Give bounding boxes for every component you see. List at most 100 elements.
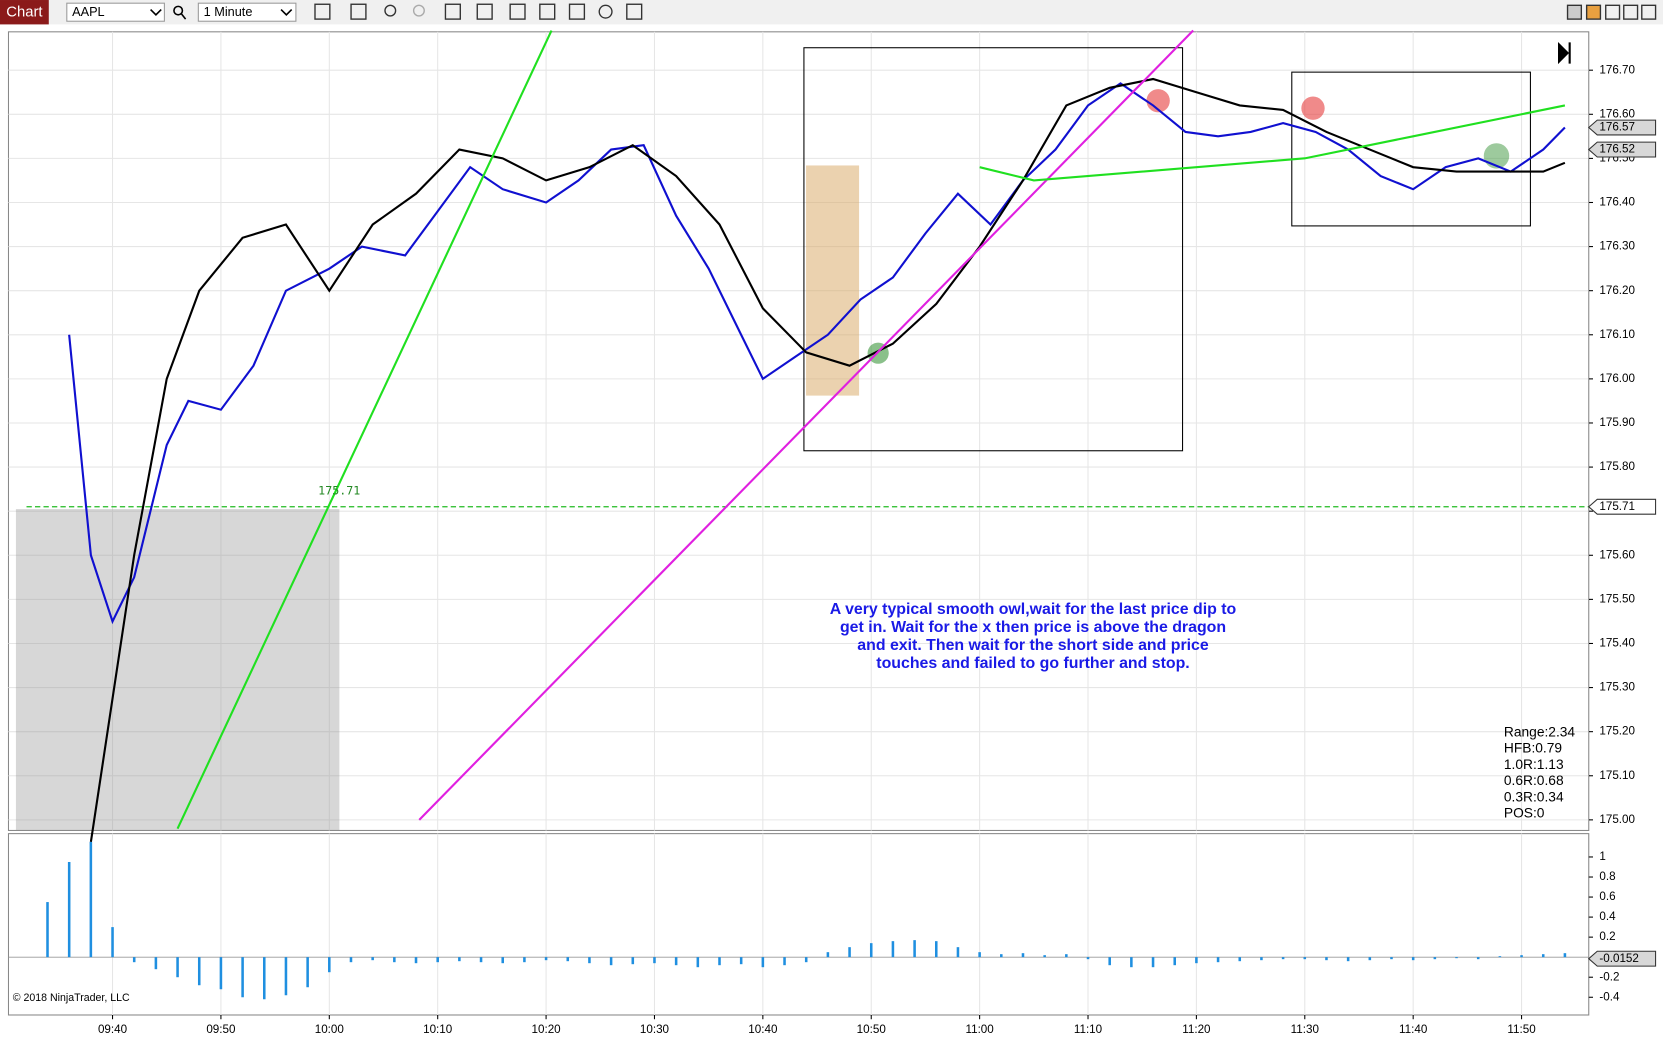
histogram-bar bbox=[674, 957, 678, 966]
x-tick-label: 10:00 bbox=[315, 1023, 345, 1036]
search-icon-handle bbox=[180, 13, 187, 20]
reload-icon[interactable] bbox=[598, 4, 613, 19]
x-tick-label: 11:50 bbox=[1507, 1023, 1536, 1036]
histogram-bar bbox=[761, 957, 765, 968]
y-tick-label: -0.4 bbox=[1599, 990, 1620, 1003]
y-tick-label: 175.90 bbox=[1599, 416, 1635, 429]
y-tick-label: 1 bbox=[1599, 850, 1605, 863]
x-tick-label: 11:40 bbox=[1399, 1023, 1428, 1036]
axis-marker-label: 176.57 bbox=[1599, 121, 1635, 134]
interval-box[interactable] bbox=[197, 2, 297, 22]
x-tick-label: 09:40 bbox=[98, 1023, 128, 1036]
histogram-bar bbox=[1281, 957, 1285, 960]
properties-icon[interactable] bbox=[476, 3, 493, 20]
y-tick-label: 0.6 bbox=[1599, 890, 1615, 903]
histogram-bar bbox=[1000, 954, 1003, 958]
zoom-in-icon[interactable] bbox=[384, 4, 397, 17]
histogram-bar bbox=[436, 957, 439, 963]
histogram-bar bbox=[1108, 957, 1111, 966]
histogram-bar bbox=[479, 957, 483, 963]
histogram-bar bbox=[1173, 957, 1176, 966]
y-tick-label: 175.60 bbox=[1599, 548, 1635, 561]
menu-icon[interactable] bbox=[626, 3, 643, 20]
y-tick-label: 0.2 bbox=[1599, 930, 1615, 943]
histogram-bar bbox=[67, 861, 71, 958]
histogram-bar bbox=[458, 957, 461, 962]
histogram-bar bbox=[1520, 955, 1523, 958]
histogram-bar bbox=[653, 957, 656, 964]
strategies-icon[interactable] bbox=[539, 3, 556, 20]
histogram-bar bbox=[913, 940, 916, 958]
histogram-bar bbox=[544, 957, 548, 961]
histogram-bar bbox=[1260, 957, 1263, 961]
shaded-region bbox=[806, 165, 860, 396]
instrument-box[interactable] bbox=[66, 2, 165, 22]
price-line bbox=[176, 30, 1566, 830]
indicators-icon[interactable] bbox=[509, 3, 526, 20]
histogram-bar bbox=[1021, 953, 1025, 958]
histogram-bar bbox=[804, 957, 808, 963]
histogram-bar bbox=[739, 957, 743, 965]
axis-marker-label: -0.0152 bbox=[1599, 952, 1639, 965]
signal-dot bbox=[1146, 89, 1170, 113]
histogram-bar bbox=[154, 957, 158, 970]
annotation: A very typical smooth owl,wait for the l… bbox=[830, 601, 1237, 618]
search-icon[interactable] bbox=[173, 5, 184, 16]
signal-dot bbox=[1301, 96, 1325, 120]
histogram-bar bbox=[891, 941, 895, 958]
y-tick-label: 175.80 bbox=[1599, 460, 1635, 473]
maximize-button[interactable] bbox=[1623, 4, 1639, 20]
histogram-bar bbox=[1216, 957, 1220, 963]
x-tick-label: 11:10 bbox=[1074, 1023, 1103, 1036]
histogram-bar bbox=[1238, 957, 1242, 962]
close-button[interactable] bbox=[1641, 4, 1657, 20]
histogram-bar bbox=[89, 841, 93, 958]
reference-label: 175.71 bbox=[318, 483, 360, 497]
histogram-bar bbox=[588, 957, 591, 964]
histogram-bar bbox=[1455, 957, 1458, 959]
chart-tab[interactable] bbox=[0, 0, 49, 25]
scroll-end-button[interactable] bbox=[1558, 41, 1571, 65]
chart-tab-label: Chart bbox=[6, 5, 43, 21]
annotation: and exit. Then wait for the short side a… bbox=[857, 637, 1209, 654]
axis-marker bbox=[1587, 498, 1657, 515]
interval: 1 Minute bbox=[204, 4, 253, 19]
price-panel bbox=[7, 31, 1590, 831]
y-tick-label: 0.8 bbox=[1599, 870, 1615, 883]
axis-marker-label: 175.71 bbox=[1599, 500, 1635, 513]
histogram-bar bbox=[523, 957, 526, 963]
bars-icon[interactable] bbox=[314, 3, 331, 20]
histogram-bar bbox=[1476, 957, 1480, 960]
window-button[interactable] bbox=[1585, 4, 1602, 20]
histogram-bar bbox=[306, 957, 309, 988]
crosshair-icon[interactable] bbox=[444, 3, 461, 20]
price-line bbox=[68, 82, 1566, 625]
axis-marker-label: 176.52 bbox=[1599, 143, 1635, 156]
zoom-out-icon[interactable] bbox=[412, 4, 425, 17]
y-tick-label: 176.10 bbox=[1599, 328, 1635, 341]
instrument: AAPL bbox=[72, 4, 105, 19]
y-tick-label: -0.2 bbox=[1599, 970, 1619, 983]
y-tick-label: 176.40 bbox=[1599, 196, 1635, 209]
histogram-bar bbox=[848, 947, 851, 958]
histogram-bar bbox=[414, 957, 418, 964]
templates-icon[interactable] bbox=[568, 3, 586, 20]
histogram-bar bbox=[46, 902, 49, 958]
shaded-region bbox=[15, 509, 340, 831]
draw-icon[interactable] bbox=[350, 3, 367, 20]
histogram-bar bbox=[609, 957, 613, 966]
dropdown-arrow bbox=[150, 8, 162, 16]
axis-marker bbox=[1587, 141, 1657, 158]
y-tick-label: 175.20 bbox=[1599, 725, 1635, 738]
x-tick-label: 10:20 bbox=[531, 1023, 561, 1036]
x-tick-label: 09:50 bbox=[206, 1023, 236, 1036]
copyright: © 2018 NinjaTrader, LLC bbox=[13, 992, 130, 1004]
y-tick-label: 176.30 bbox=[1599, 240, 1635, 253]
y-tick-label: 176.70 bbox=[1599, 63, 1635, 76]
minimize-button[interactable] bbox=[1605, 4, 1621, 20]
x-tick-label: 10:10 bbox=[423, 1023, 453, 1036]
y-tick-label: 175.40 bbox=[1599, 637, 1635, 650]
window-button[interactable] bbox=[1566, 4, 1583, 20]
